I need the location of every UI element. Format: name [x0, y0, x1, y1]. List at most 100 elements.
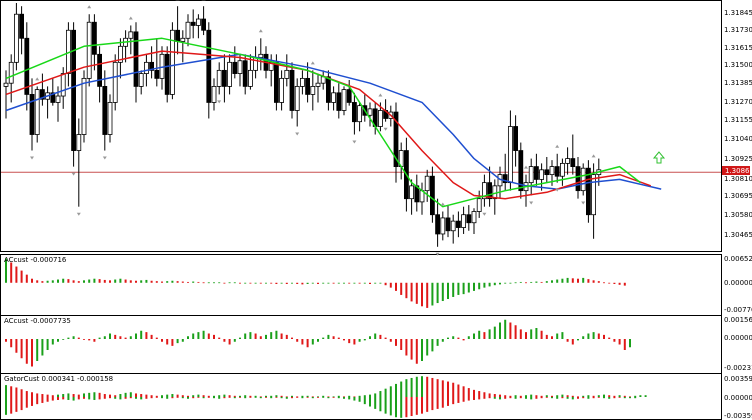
histogram-bar: [431, 282, 434, 306]
fractal-down-marker: [352, 140, 357, 144]
histogram-bar: [447, 337, 449, 339]
candle-body: [237, 60, 243, 74]
gator-upper-bar: [265, 395, 267, 397]
histogram-bar: [535, 281, 538, 283]
candle-body: [341, 89, 347, 111]
candle-body: [211, 86, 217, 103]
histogram-bar: [301, 339, 304, 345]
histogram-bar: [499, 282, 501, 285]
gator-upper-bar: [176, 394, 179, 397]
histogram-bar: [296, 282, 299, 284]
ac-panel-1-frame[interactable]: [0, 254, 722, 316]
ac-panel-2-frame[interactable]: [0, 315, 722, 374]
gator-upper-bar: [306, 395, 309, 397]
gator-lower-bar: [140, 397, 143, 400]
gator-upper-bar: [363, 395, 366, 397]
gator-lower-bar: [46, 397, 49, 402]
histogram-bar: [551, 336, 553, 339]
candle-body: [19, 13, 25, 39]
histogram-bar: [202, 282, 205, 284]
histogram-bar: [415, 339, 418, 364]
gator-upper-bar: [545, 395, 548, 397]
gator-upper-bar: [20, 389, 23, 397]
candle-body: [409, 185, 415, 200]
gator-lower-bar: [608, 397, 611, 399]
gator-lower-bar: [363, 397, 366, 405]
gator-lower-bar: [218, 397, 221, 399]
gator-lower-bar: [161, 397, 163, 399]
candle-body: [76, 134, 82, 151]
histogram-bar: [31, 339, 33, 367]
gator-upper-bar: [161, 395, 163, 397]
candle-body: [107, 102, 113, 135]
candle-body: [247, 69, 253, 87]
gator-lower-bar: [327, 397, 330, 399]
fractal-down-marker: [30, 156, 34, 160]
histogram-bar: [192, 281, 195, 283]
histogram-bar: [441, 339, 444, 342]
price-tick: 1.31730: [724, 26, 752, 34]
histogram-bar: [561, 278, 564, 283]
histogram-bar: [587, 279, 590, 283]
gator-upper-bar: [530, 394, 533, 397]
gator-upper-bar: [384, 388, 387, 397]
histogram-bar: [603, 282, 605, 284]
gator-upper-bar: [348, 395, 351, 397]
histogram-bar: [41, 281, 44, 283]
histogram-bar: [504, 282, 507, 284]
histogram-bar: [109, 333, 111, 339]
histogram-bar: [603, 334, 605, 339]
candle-body: [242, 60, 248, 87]
histogram-bar: [441, 282, 444, 302]
gator-lower-bar: [369, 397, 371, 407]
candle-body: [471, 211, 477, 224]
gator-lower-bar: [254, 397, 257, 398]
gator-upper-bar: [452, 382, 455, 397]
gator-upper-bar: [213, 395, 215, 397]
ac-panel-1[interactable]: [5, 258, 626, 308]
histogram-bar: [254, 333, 257, 339]
histogram-bar: [561, 332, 564, 339]
gator-upper-bar: [10, 386, 13, 397]
gator-lower-bar: [31, 397, 33, 406]
histogram-bar: [519, 329, 522, 339]
histogram-bar: [540, 281, 543, 283]
histogram-bar: [431, 339, 434, 352]
gator-lower-bar: [535, 397, 538, 399]
histogram-bar: [582, 277, 585, 283]
candle-body: [299, 77, 305, 87]
histogram-bar: [311, 339, 314, 345]
histogram-bar: [5, 258, 7, 283]
histogram-bar: [291, 337, 293, 339]
histogram-bar: [259, 336, 262, 339]
histogram-bar: [436, 339, 439, 346]
gator-lower-bar: [119, 397, 122, 400]
ac-panel-2[interactable]: [5, 319, 631, 367]
gator-upper-bar: [103, 394, 106, 397]
gator-lower-bar: [447, 397, 449, 406]
histogram-bar: [545, 281, 548, 283]
histogram-bar: [140, 330, 143, 339]
gator-upper-bar: [150, 395, 153, 397]
histogram-bar: [270, 332, 273, 339]
gator-lower-bar: [462, 397, 465, 402]
gator-upper-bar: [535, 395, 538, 397]
histogram-bar: [353, 339, 356, 345]
gator-lower-bar: [114, 397, 117, 399]
gator-upper-bar: [457, 384, 460, 397]
histogram-bar: [213, 334, 215, 339]
histogram-bar: [343, 339, 345, 341]
gator-upper-bar: [603, 394, 605, 397]
gator-lower-bar: [202, 397, 205, 399]
histogram-bar: [415, 282, 418, 304]
histogram-bar: [462, 282, 465, 295]
histogram-bar: [10, 339, 13, 348]
main-chart[interactable]: [1, 0, 721, 256]
gator-lower-bar: [441, 397, 444, 408]
candle-body: [325, 76, 331, 103]
histogram-bar: [202, 330, 205, 339]
gator-lower-bar: [301, 397, 304, 399]
histogram-bar: [57, 339, 59, 342]
gator-panel[interactable]: [5, 376, 647, 418]
